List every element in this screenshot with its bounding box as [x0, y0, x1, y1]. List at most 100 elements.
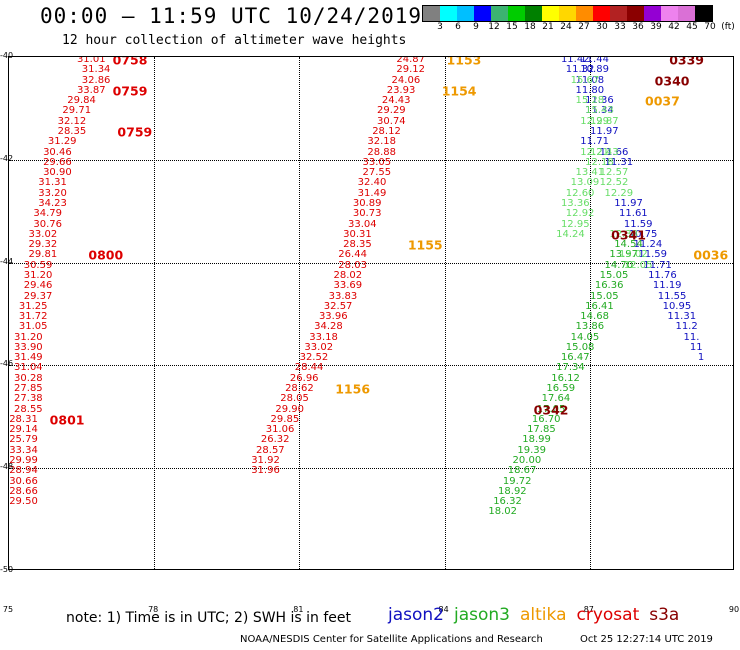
wave-height-value: 27.85 — [14, 383, 43, 395]
wave-height-value: 12.99 — [580, 115, 609, 127]
wave-height-value: 28.02 — [333, 269, 363, 281]
wave-height-value: 12.57 — [599, 167, 629, 179]
latitude-tick: -40 — [0, 51, 14, 60]
wave-height-value: 13.36 — [560, 198, 590, 209]
wave-height-value: 28.05 — [280, 393, 309, 405]
color-scale-label: 15 — [506, 22, 518, 32]
color-scale-label: 18 — [524, 22, 536, 32]
wave-height-value: 33.04 — [347, 218, 377, 230]
wave-height-value: 18.99 — [522, 434, 551, 446]
wave-height-value: 28.66 — [9, 485, 38, 497]
wave-height-value: 16.41 — [585, 300, 614, 312]
color-swatch — [491, 6, 508, 21]
longitude-tick: 90 — [728, 605, 740, 614]
color-scale-label: 24 — [560, 22, 572, 32]
wave-height-value: 25.79 — [9, 434, 38, 446]
color-swatch — [644, 6, 661, 21]
wave-height-value: 17.85 — [527, 424, 556, 436]
wave-height-value: 11.44 — [580, 56, 609, 66]
wave-height-value: 15.67 — [570, 74, 600, 86]
map-title: 00:00 – 11:59 UTC 10/24/2019 — [40, 4, 423, 28]
wave-height-value: 28.94 — [9, 465, 38, 477]
wave-height-value: 26.96 — [289, 372, 319, 384]
wave-height-value: 31.96 — [251, 465, 280, 477]
color-swatch — [695, 6, 712, 21]
wave-height-value: 34.23 — [38, 198, 67, 209]
wave-height-value: 11 — [689, 341, 703, 353]
wave-height-value: 13.02 — [619, 249, 648, 261]
wave-height-value: 16.12 — [551, 372, 580, 384]
color-scale-bar — [422, 5, 713, 22]
wave-height-value: 18.02 — [488, 506, 517, 518]
wave-height-value: 33.83 — [328, 290, 358, 302]
wave-height-value: 11.97 — [614, 198, 643, 209]
gridline-vertical — [299, 57, 301, 569]
pass-time-label: 0341 — [611, 227, 646, 243]
wave-height-value: 31.05 — [18, 321, 48, 333]
wave-height-map: 31.01 31.34 32.86 33.87 29.84 29.71 32.12 28.35… — [8, 56, 734, 570]
color-scale-label: 12 — [488, 22, 500, 32]
wave-height-value: 33.02 — [28, 228, 58, 240]
wave-height-value: 28.31 — [9, 413, 38, 425]
pass-time-label: 0759 — [117, 124, 153, 140]
color-swatch — [457, 6, 474, 21]
wave-height-value: 28.03 — [338, 259, 367, 271]
wave-height-value: 11.31 — [667, 311, 697, 323]
color-scale-label: 42 — [668, 22, 680, 32]
wave-height-value: 33.05 — [362, 156, 392, 168]
wave-height-value: 11.08 — [575, 74, 605, 86]
wave-height-value: 27.38 — [14, 393, 43, 405]
wave-height-value: 32.12 — [57, 115, 87, 127]
wave-height-value: 24.87 — [396, 56, 426, 66]
pass-time-label: 1156 — [335, 381, 371, 397]
wave-height-value: 31.49 — [14, 352, 43, 364]
wave-height-value: 14.70 — [604, 259, 634, 271]
color-swatch — [423, 6, 440, 21]
wave-height-value: 28.35 — [57, 126, 87, 138]
wave-height-value: 15.05 — [599, 269, 629, 281]
latitude-tick: -44 — [0, 256, 14, 266]
color-swatch — [542, 6, 559, 21]
generated-timestamp: Oct 25 12:27:14 UTC 2019 — [580, 634, 713, 645]
wave-height-value: 18.92 — [498, 485, 527, 497]
wave-height-value: 31.29 — [47, 136, 77, 148]
wave-height-value: 33.34 — [9, 444, 38, 456]
wave-height-value: 31.31 — [38, 177, 67, 189]
wave-height-value: 31.04 — [14, 362, 43, 374]
gridline-vertical — [154, 57, 156, 569]
wave-height-value: 11. — [683, 331, 700, 343]
wave-height-value: 19.39 — [517, 444, 547, 456]
color-scale-label: (ft) — [721, 22, 735, 32]
wave-height-value: 33.69 — [333, 280, 363, 292]
color-scale-label: 9 — [473, 22, 479, 32]
wave-height-value: 11.32 — [565, 64, 595, 76]
wave-height-value: 12.18 — [585, 156, 614, 168]
wave-height-value: 30.66 — [9, 475, 38, 487]
wave-height-value: 12.21 — [580, 146, 609, 158]
wave-height-value: 13.09 — [570, 177, 600, 189]
wave-height-value: 31.49 — [357, 187, 387, 199]
color-swatch — [440, 6, 457, 21]
satellite-jason3: jason3 — [454, 605, 510, 625]
wave-height-value: 30.74 — [377, 115, 406, 127]
satellite-jason2: jason2 — [388, 605, 444, 625]
wave-height-value: 10.75 — [628, 228, 658, 240]
wave-height-value: 28.62 — [285, 383, 314, 395]
wave-height-value: 29.81 — [28, 249, 58, 261]
pass-time-label: 1155 — [407, 237, 443, 253]
wave-height-value: 28.12 — [372, 126, 401, 138]
wave-height-value: 29.85 — [270, 413, 300, 425]
wave-height-value: 30.28 — [14, 372, 43, 384]
pass-time-label: 1153 — [446, 56, 482, 68]
wave-height-value: 15.05 — [589, 290, 619, 302]
wave-height-value: 29.99 — [9, 455, 38, 466]
wave-height-value: 12.60 — [565, 187, 595, 199]
wave-height-value: 26.44 — [338, 249, 367, 261]
color-scale-label: 36 — [632, 22, 644, 32]
wave-height-value: 29.32 — [28, 239, 58, 251]
wave-height-value: 12.38 — [609, 228, 638, 240]
color-scale-labels: 3 6 9 12 15 18 21 24 27 30 33 36 39 42 45 70 (ft) — [422, 22, 740, 36]
gridline-vertical — [444, 57, 446, 569]
wave-height-value: 29.12 — [396, 64, 426, 76]
wave-height-value: 11.59 — [638, 249, 668, 261]
